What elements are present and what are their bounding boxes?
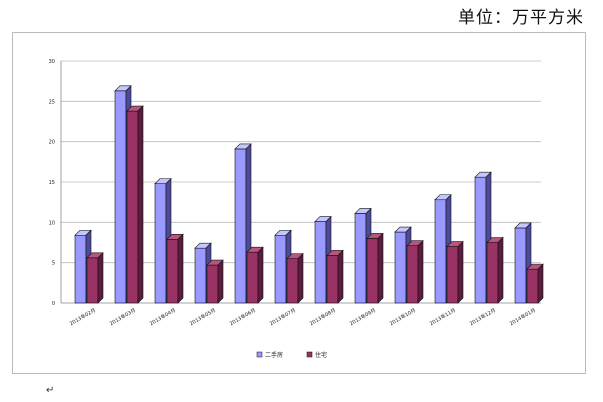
bar-side: [297, 252, 304, 304]
y-axis-ticks: 0 5 10 15 20 25 30: [49, 59, 55, 307]
x-tick-label: 2013年05月: [188, 307, 217, 328]
bar-front: [286, 258, 299, 304]
bar: [326, 249, 344, 304]
x-tick-label: 2013年09月: [348, 307, 377, 328]
bar: [526, 263, 544, 304]
bar-side: [257, 246, 264, 304]
bar-front: [314, 221, 327, 304]
bar-front: [486, 242, 499, 304]
bar-side: [97, 252, 104, 304]
bar-front: [394, 231, 407, 304]
paragraph-mark: ↵: [46, 385, 55, 396]
bar-front: [206, 264, 219, 304]
bar-front: [474, 176, 487, 304]
bar-front: [434, 199, 447, 304]
bar-side: [337, 249, 344, 304]
x-tick-label: 2013年10月: [388, 307, 417, 328]
bar-front: [366, 238, 379, 304]
bar: [366, 232, 384, 304]
bar-side: [217, 259, 224, 304]
bar: [486, 236, 504, 304]
y-tick-label: 10: [49, 220, 55, 226]
x-tick-label: 2014年01月: [508, 307, 537, 328]
bar-front: [154, 183, 167, 304]
y-tick-label: 0: [52, 301, 55, 307]
y-tick-label: 15: [49, 180, 55, 186]
bar: [406, 240, 424, 304]
bar-side: [417, 240, 424, 304]
y-tick-label: 20: [49, 140, 55, 146]
bar: [246, 246, 264, 304]
bar: [286, 252, 304, 304]
legend-label: 二手房: [265, 351, 283, 359]
bar-side: [457, 240, 464, 304]
bar-front: [166, 238, 179, 304]
x-tick-label: 2013年03月: [108, 307, 137, 328]
bar: [126, 105, 144, 304]
bar-front: [126, 110, 139, 304]
x-tick-label: 2013年04月: [148, 307, 177, 328]
bar-front: [514, 227, 527, 304]
bar-front: [194, 247, 207, 304]
y-tick-label: 25: [49, 99, 55, 105]
y-tick-label: 30: [49, 59, 55, 65]
bars: [74, 85, 544, 304]
bar-front: [406, 245, 419, 304]
bar-side: [137, 105, 144, 304]
bar-front: [446, 246, 459, 304]
x-tick-label: 2013年06月: [228, 307, 257, 328]
y-tick-label: 5: [52, 261, 55, 267]
bar-side: [497, 236, 504, 304]
bar: [166, 233, 184, 304]
legend-swatch: [306, 351, 313, 358]
legend-label: 住宅: [315, 351, 327, 359]
bar-front: [74, 234, 87, 304]
unit-label: 单位：万平方米: [458, 8, 584, 28]
bar-side: [537, 263, 544, 304]
bar-front: [246, 251, 259, 304]
x-tick-label: 2013年12月: [468, 307, 497, 328]
legend-swatch: [256, 351, 263, 358]
x-tick-label: 2013年08月: [308, 307, 337, 328]
x-axis-ticks: 2013年02月 2013年03月 2013年04月 2013年05月 2013年06月…: [68, 307, 537, 328]
bar: [206, 259, 224, 304]
bar-side: [377, 232, 384, 304]
bar-front: [354, 213, 367, 304]
bar-front: [86, 257, 99, 304]
bar-front: [234, 148, 247, 304]
x-tick-label: 2013年11月: [428, 307, 457, 328]
bar-side: [177, 233, 184, 304]
x-tick-label: 2013年02月: [68, 307, 97, 328]
bar-front: [274, 234, 287, 304]
chart-frame: 0 5 10 15 20 25 30 2013年02月 2013年03月 2013年04月 201…: [12, 32, 586, 374]
legend: 二手房 住宅: [256, 351, 327, 359]
bar-front: [114, 90, 127, 304]
x-tick-label: 2013年07月: [268, 307, 297, 328]
bar: [86, 252, 104, 304]
bar-front: [326, 255, 339, 304]
bar: [446, 240, 464, 304]
bar-front: [526, 268, 539, 304]
